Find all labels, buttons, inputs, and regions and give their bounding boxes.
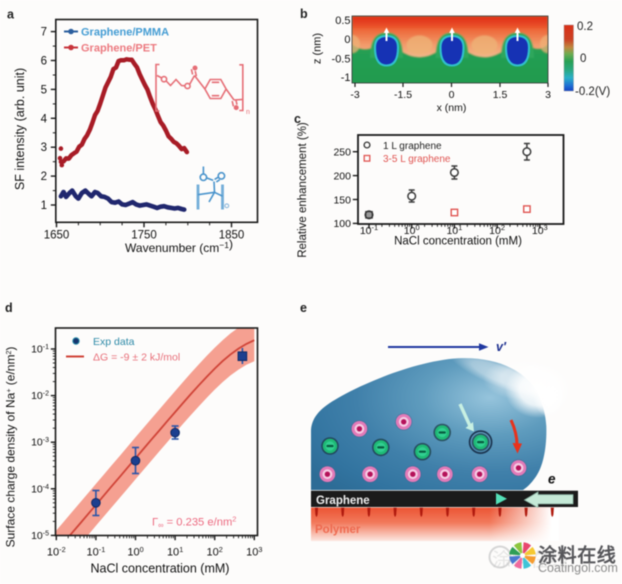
svg-text:200: 200	[333, 170, 351, 182]
svg-text:d: d	[5, 301, 13, 315]
svg-text:100: 100	[127, 545, 143, 559]
svg-text:103: 103	[246, 545, 262, 559]
svg-text:NaCl concentration (mM): NaCl concentration (mM)	[91, 562, 230, 576]
svg-text:a: a	[7, 8, 15, 22]
svg-text:z (nm): z (nm)	[312, 33, 324, 64]
svg-text:0: 0	[580, 53, 586, 65]
svg-text:Exp data: Exp data	[93, 336, 135, 348]
svg-text:1 L graphene: 1 L graphene	[383, 141, 442, 152]
svg-text:Graphene: Graphene	[316, 495, 370, 507]
svg-text:3: 3	[41, 142, 47, 154]
svg-text:102: 102	[207, 545, 223, 559]
svg-text:Graphene/PMMA: Graphene/PMMA	[81, 27, 169, 39]
svg-text:101: 101	[167, 545, 183, 559]
svg-text:1650: 1650	[44, 230, 70, 242]
svg-text:250: 250	[333, 147, 351, 159]
svg-text:1850: 1850	[219, 230, 245, 242]
svg-text:0.2: 0.2	[577, 21, 593, 33]
svg-text:3: 3	[545, 89, 551, 101]
svg-text:n: n	[246, 109, 250, 116]
svg-text:-3: -3	[350, 89, 359, 101]
svg-text:e: e	[548, 472, 556, 487]
svg-text:1.5: 1.5	[493, 89, 508, 101]
svg-text:Relative enhancement (%): Relative enhancement (%)	[297, 122, 309, 258]
svg-text:2: 2	[41, 171, 47, 183]
svg-text:Graphene/PET: Graphene/PET	[81, 43, 157, 55]
svg-text:涂料在线: 涂料在线	[538, 544, 616, 567]
svg-text:SF intensity (arb. unit): SF intensity (arb. unit)	[13, 68, 27, 190]
svg-text:Coatingol.com: Coatingol.com	[538, 561, 618, 575]
svg-text:c: c	[294, 112, 301, 126]
svg-text:v′: v′	[496, 340, 507, 354]
svg-text:Wavenumber (cm−1): Wavenumber (cm−1)	[125, 237, 233, 255]
svg-text:1750: 1750	[131, 230, 157, 242]
svg-text:x (nm): x (nm)	[437, 102, 467, 114]
svg-text:150: 150	[333, 194, 351, 206]
svg-text:0: 0	[449, 89, 455, 101]
svg-text:NaCl concentration (mM): NaCl concentration (mM)	[394, 236, 522, 248]
svg-text:Γ∞ = 0.235 e/nm2: Γ∞ = 0.235 e/nm2	[152, 515, 236, 530]
svg-text:6: 6	[41, 56, 47, 68]
svg-text:-0.5: -0.5	[332, 54, 351, 66]
svg-text:5: 5	[41, 84, 47, 96]
svg-text:Surface charge density of Na+: Surface charge density of Na+ (e/nm2)	[4, 347, 18, 548]
svg-text:4: 4	[41, 113, 48, 125]
svg-text:b: b	[300, 7, 308, 21]
svg-text:3-5 L graphene: 3-5 L graphene	[383, 154, 451, 165]
svg-text:ΔG = -9 ± 2 kJ/mol: ΔG = -9 ± 2 kJ/mol	[93, 352, 180, 364]
svg-text:7: 7	[41, 27, 47, 39]
svg-text:-1: -1	[341, 72, 351, 84]
svg-text:1: 1	[41, 200, 47, 212]
svg-text:-0.2(V): -0.2(V)	[575, 86, 610, 98]
svg-text:100: 100	[333, 218, 351, 230]
svg-text:0.5: 0.5	[335, 15, 350, 27]
svg-text:e: e	[300, 301, 307, 315]
svg-text:-1.5: -1.5	[394, 89, 412, 101]
svg-text:0: 0	[344, 34, 350, 46]
svg-text:Polymer: Polymer	[315, 524, 361, 536]
